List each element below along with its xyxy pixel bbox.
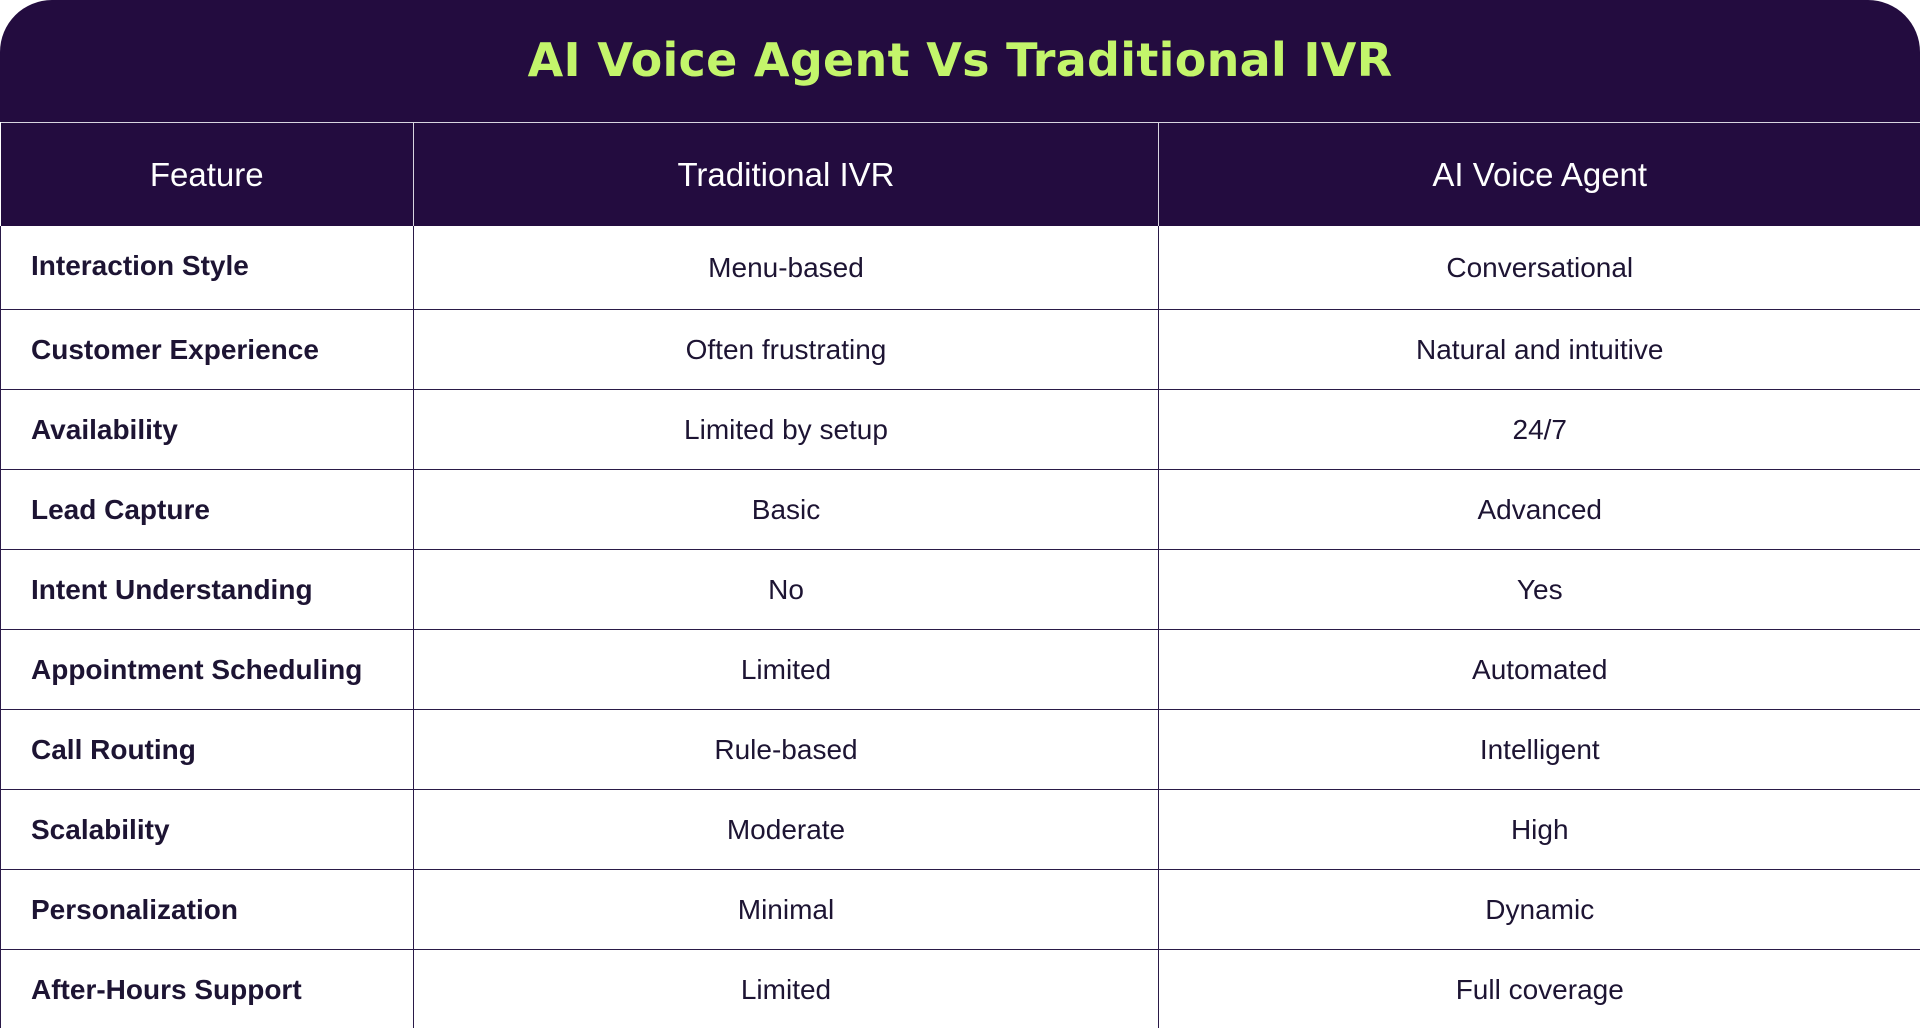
traditional-ivr-cell: Basic	[413, 469, 1159, 550]
ai-voice-agent-cell: Yes	[1158, 549, 1920, 630]
traditional-ivr-cell: Rule-based	[413, 709, 1159, 790]
traditional-ivr-cell: Limited by setup	[413, 389, 1159, 470]
feature-cell: Intent Understanding	[0, 549, 414, 630]
traditional-ivr-cell: Limited	[413, 949, 1159, 1028]
table-row: Customer Experience Often frustrating Na…	[0, 309, 1920, 390]
title-bar: AI Voice Agent Vs Traditional IVR	[0, 0, 1920, 122]
ai-voice-agent-cell: Advanced	[1158, 469, 1920, 550]
table-row: Call Routing Rule-based Intelligent	[0, 709, 1920, 790]
column-header-traditional-ivr: Traditional IVR	[413, 122, 1159, 226]
ai-voice-agent-cell: Full coverage	[1158, 949, 1920, 1028]
ai-voice-agent-cell: Natural and intuitive	[1158, 309, 1920, 390]
ai-voice-agent-cell: Conversational	[1158, 226, 1920, 310]
feature-cell: After-Hours Support	[0, 949, 414, 1028]
ai-voice-agent-cell: Automated	[1158, 629, 1920, 710]
table-row: Scalability Moderate High	[0, 789, 1920, 870]
traditional-ivr-cell: Often frustrating	[413, 309, 1159, 390]
table-row: Personalization Minimal Dynamic	[0, 869, 1920, 950]
header-row: Feature Traditional IVR AI Voice Agent	[0, 122, 1920, 226]
traditional-ivr-cell: No	[413, 549, 1159, 630]
column-header-ai-voice-agent: AI Voice Agent	[1158, 122, 1920, 226]
comparison-table: Feature Traditional IVR AI Voice Agent I…	[0, 122, 1920, 1028]
ai-voice-agent-cell: 24/7	[1158, 389, 1920, 470]
table-header: Feature Traditional IVR AI Voice Agent	[0, 122, 1920, 226]
table-row: Intent Understanding No Yes	[0, 549, 1920, 630]
traditional-ivr-cell: Limited	[413, 629, 1159, 710]
feature-cell: Customer Experience	[0, 309, 414, 390]
table-row: Availability Limited by setup 24/7	[0, 389, 1920, 470]
ai-voice-agent-cell: Intelligent	[1158, 709, 1920, 790]
ai-voice-agent-cell: Dynamic	[1158, 869, 1920, 950]
feature-cell: Scalability	[0, 789, 414, 870]
feature-cell: Availability	[0, 389, 414, 470]
feature-cell: Appointment Scheduling	[0, 629, 414, 710]
feature-cell: Personalization	[0, 869, 414, 950]
traditional-ivr-cell: Moderate	[413, 789, 1159, 870]
feature-cell: Lead Capture	[0, 469, 414, 550]
traditional-ivr-cell: Menu-based	[413, 226, 1159, 310]
table-body: Interaction Style Menu-based Conversatio…	[0, 226, 1920, 1028]
ai-voice-agent-cell: High	[1158, 789, 1920, 870]
traditional-ivr-cell: Minimal	[413, 869, 1159, 950]
table-row: Lead Capture Basic Advanced	[0, 469, 1920, 550]
page-title: AI Voice Agent Vs Traditional IVR	[527, 33, 1393, 87]
feature-cell: Interaction Style	[0, 226, 414, 310]
feature-cell: Call Routing	[0, 709, 414, 790]
column-header-feature: Feature	[0, 122, 414, 226]
table-row: After-Hours Support Limited Full coverag…	[0, 949, 1920, 1028]
table-row: Appointment Scheduling Limited Automated	[0, 629, 1920, 710]
table-row: Interaction Style Menu-based Conversatio…	[0, 226, 1920, 310]
